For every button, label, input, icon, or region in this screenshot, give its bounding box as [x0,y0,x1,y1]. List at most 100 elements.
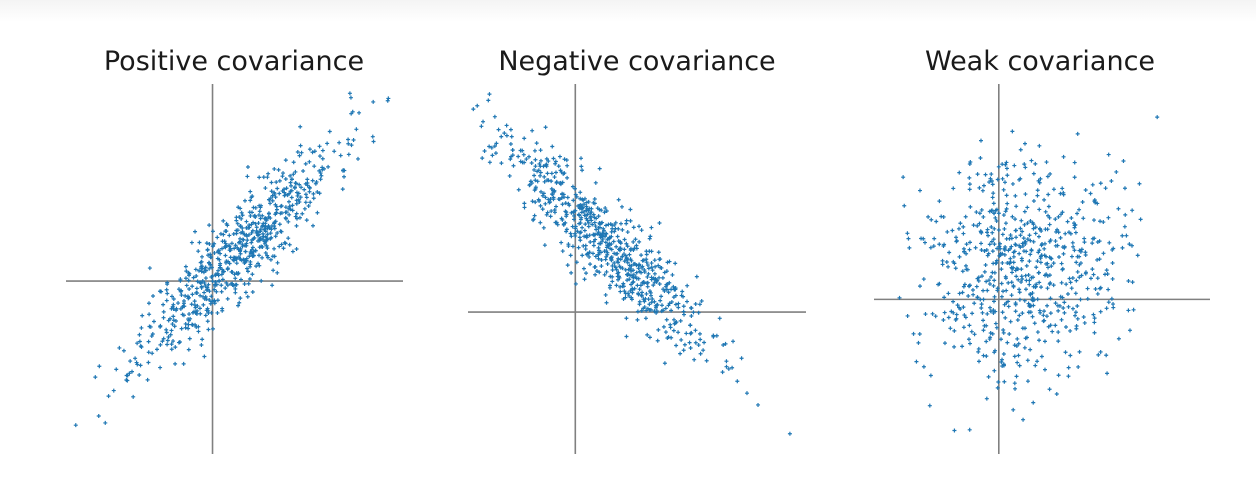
scatter-point [951,299,956,304]
panel-negative-covariance: Negative covariance [468,46,806,454]
scatter-point [1044,160,1049,165]
scatter-point [178,289,183,294]
scatter-point [917,188,922,193]
scatter-point [1012,381,1017,386]
scatter-point [1038,256,1043,261]
scatter-point [1095,257,1100,262]
scatter-point [1077,248,1082,253]
scatter-point [1035,297,1040,302]
scatter-point [157,289,162,294]
scatter-point [1010,214,1015,219]
scatter-point [978,156,983,161]
scatter-point [689,330,694,335]
scatter-point [646,266,651,271]
scatter-point [128,359,133,364]
scatter-point [960,344,965,349]
scatter-point [968,240,973,245]
scatter-point [1037,207,1042,212]
scatter-point [541,191,546,196]
scatter-point [1106,287,1111,292]
scatter-point [535,179,540,184]
scatter-point [1060,186,1065,191]
scatter-point [721,342,726,347]
scatter-point [139,325,144,330]
scatter-point [294,198,299,203]
scatter-point [269,180,274,185]
scatter-point [597,270,602,275]
scatter-point [212,301,217,306]
scatter-point [277,191,282,196]
scatter-point [614,283,619,288]
scatter-point [471,107,476,112]
scatter-point [999,281,1004,286]
scatter-point [283,192,288,197]
scatter-point [1131,307,1136,312]
scatter-point [1075,316,1080,321]
scatter-point [596,256,601,261]
scatter-point [1013,268,1018,273]
scatter-point [998,251,1003,256]
scatter-point [966,337,971,342]
scatter-point [317,191,322,196]
scatter-point [215,235,220,240]
scatter-point [581,266,586,271]
scatter-point [543,201,548,206]
scatter-point [262,241,267,246]
scatter-point [183,293,188,298]
scatter-point [1063,350,1068,355]
scatter-point [636,291,641,296]
scatter-point [494,141,499,146]
scatter-point [533,164,538,169]
scatter-point [1077,254,1082,259]
scatter-point [564,214,569,219]
scatter-point [564,210,569,215]
scatter-point [622,259,627,264]
scatter-point [572,186,577,191]
scatter-point [133,356,138,361]
scatter-point [994,218,999,223]
scatter-point [1035,193,1040,198]
scatter-point [577,235,582,240]
scatter-point [263,250,268,255]
scatter-point [1033,363,1038,368]
scatter-point [1013,243,1018,248]
scatter-point [580,225,585,230]
scatter-point [510,153,515,158]
scatter-point [551,197,556,202]
scatter-point [606,243,611,248]
scatter-point [612,251,617,256]
scatter-point [1103,272,1108,277]
scatter-point [605,237,610,242]
scatter-point [663,330,668,335]
scatter-point [957,291,962,296]
scatter-point [573,208,578,213]
scatter-point [1066,374,1071,379]
scatter-point [928,373,933,378]
scatter-point [669,287,674,292]
scatter-point [698,351,703,356]
scatter-point [1045,286,1050,291]
scatter-point [1127,242,1132,247]
scatter-point [244,219,249,224]
scatter-point [549,209,554,214]
scatter-point [756,402,761,407]
scatter-point [640,290,645,295]
scatter-point [642,268,647,273]
scatter-point [574,194,579,199]
scatter-point [688,323,693,328]
scatter-point [356,156,361,161]
scatter-point [1072,221,1077,226]
scatter-point [563,201,568,206]
scatter-point [176,301,181,306]
scatter-point [990,249,995,254]
scatter-point [658,265,663,270]
scatter-point [106,394,111,399]
scatter-point [265,175,270,180]
scatter-point [602,272,607,277]
scatter-point [1106,215,1111,220]
scatter-point [239,210,244,215]
scatter-point [1116,206,1121,211]
scatter-point [317,154,322,159]
scatter-point [210,299,215,304]
scatter-point [972,301,977,306]
